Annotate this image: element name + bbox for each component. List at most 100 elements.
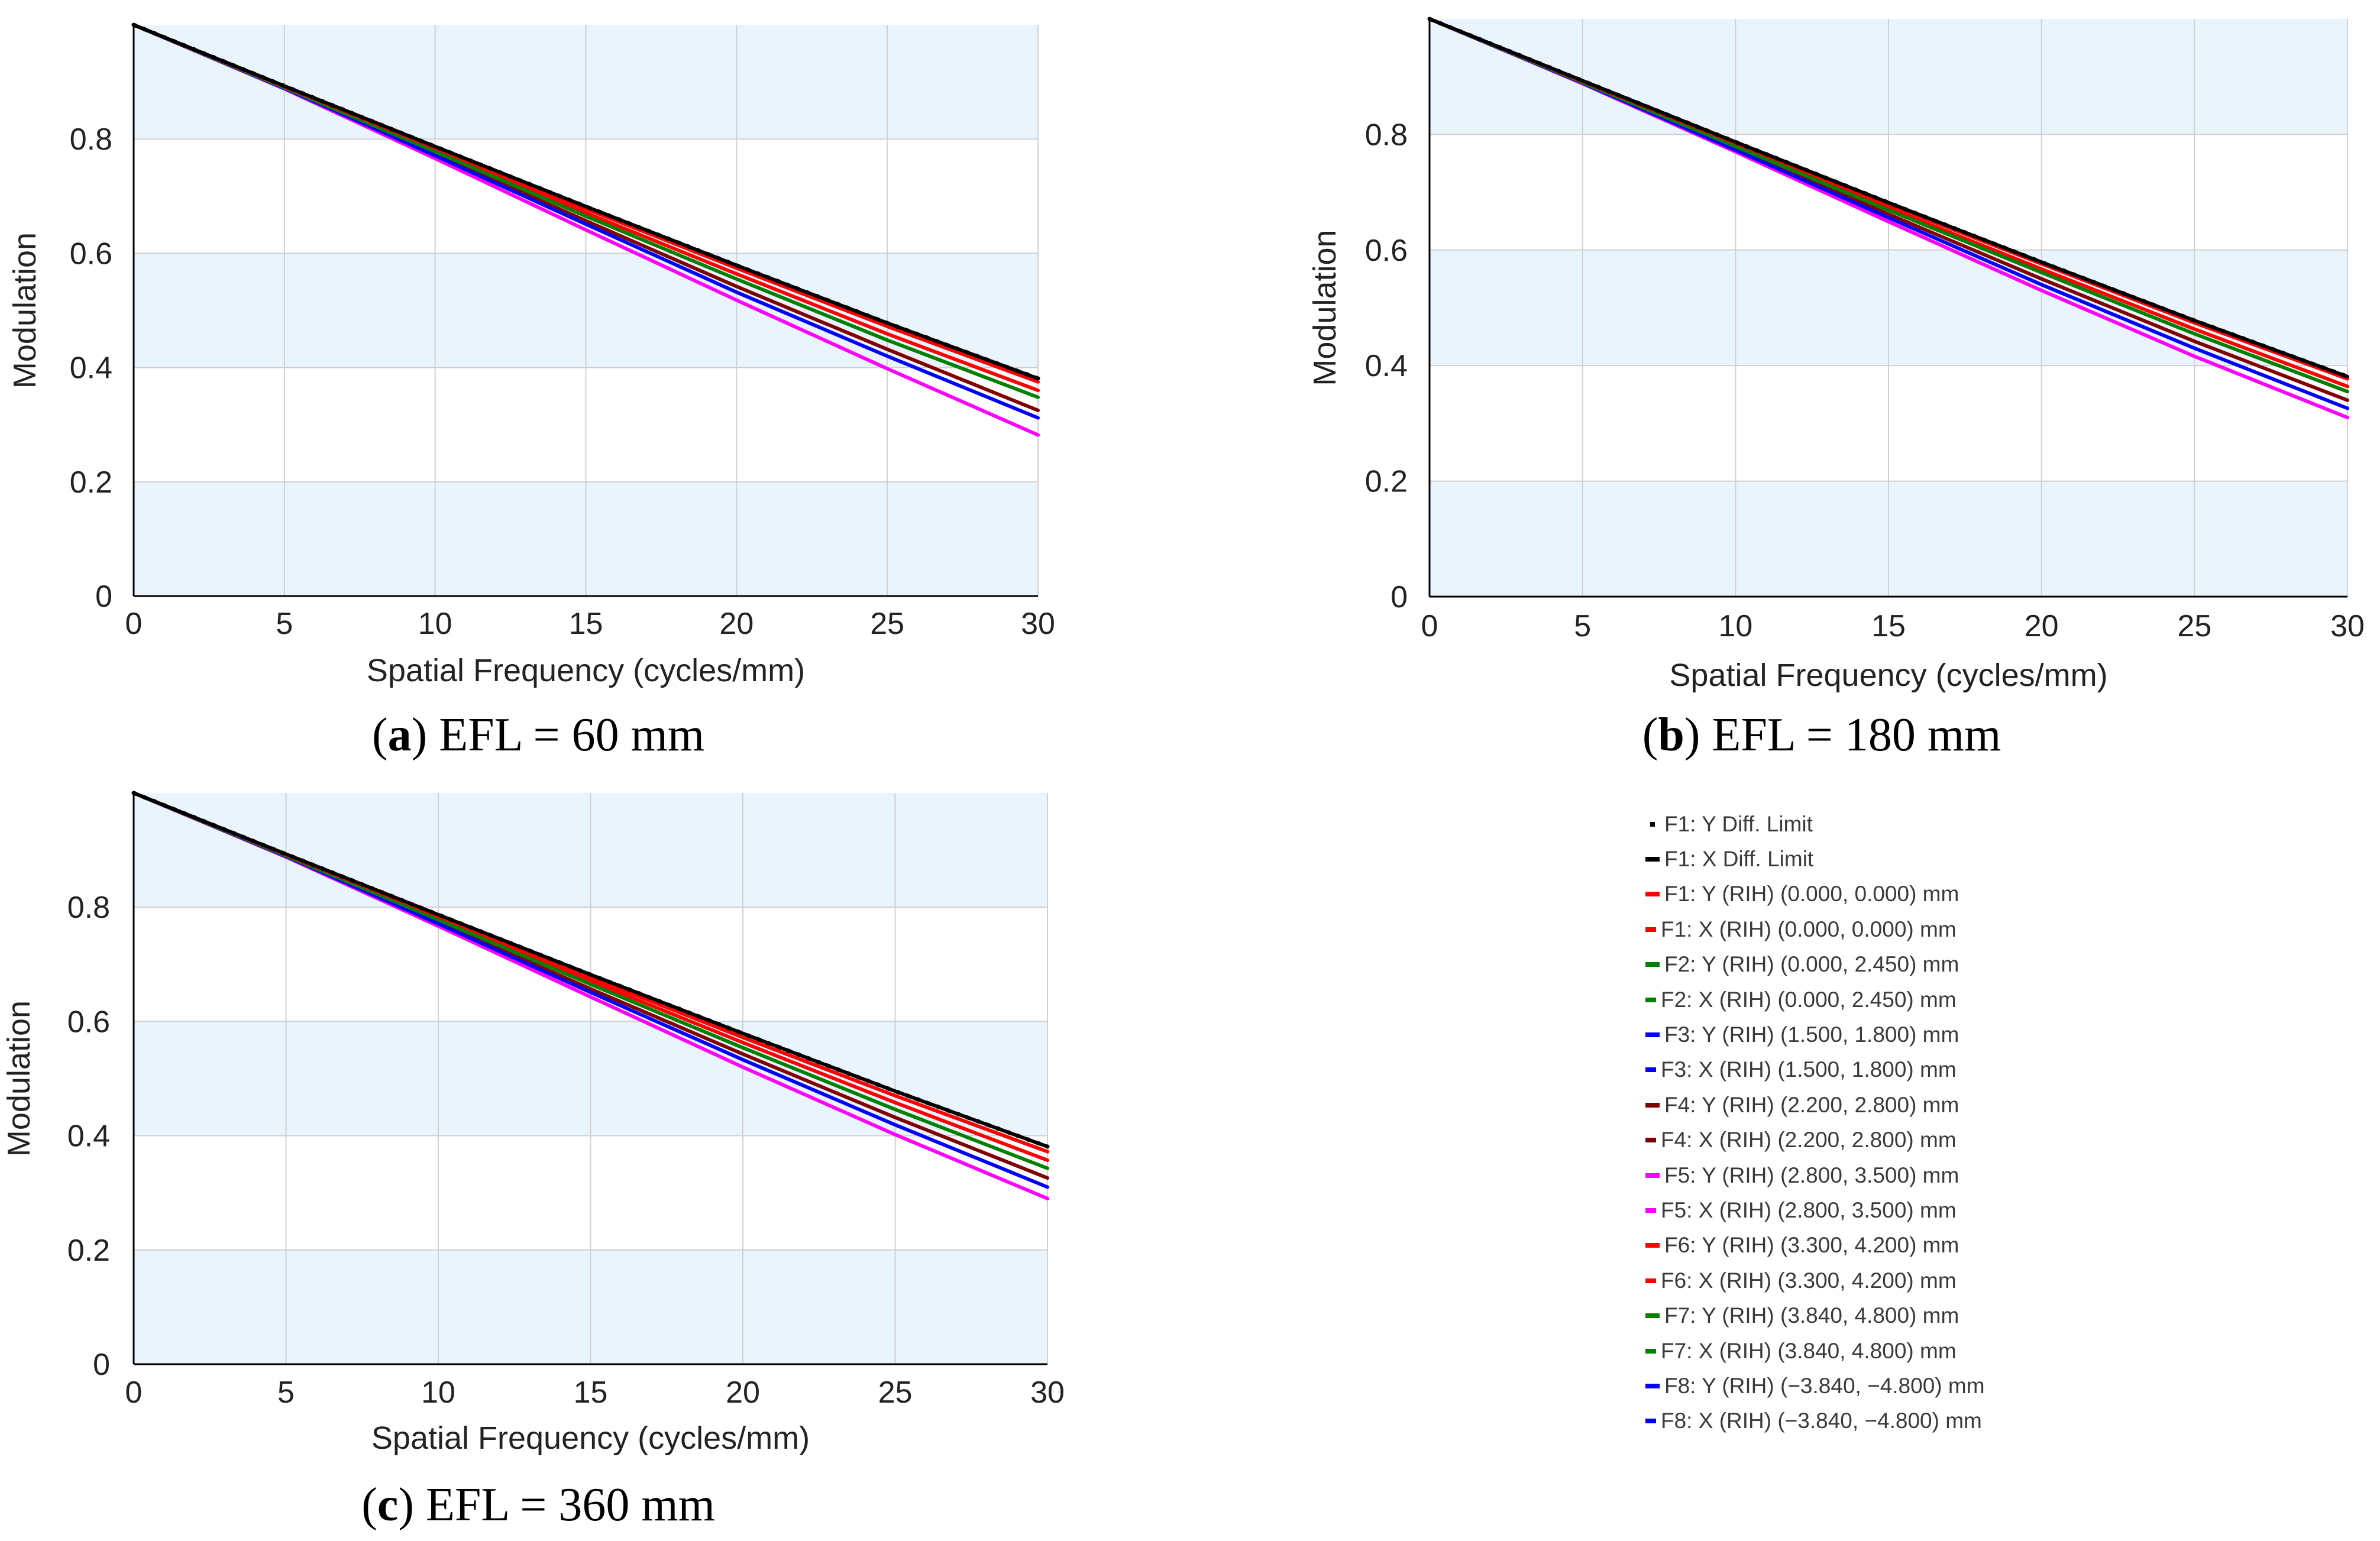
y-tick-label-b-0: 0	[1391, 580, 1408, 614]
legend-label: F8: X (RIH) (−3.840, −4.800) mm	[1661, 1409, 1982, 1433]
legend-label: F1: X (RIH) (0.000, 0.000) mm	[1661, 917, 1957, 941]
legend-label: F5: X (RIH) (2.800, 3.500) mm	[1661, 1197, 1957, 1222]
legend-swatch	[1645, 997, 1656, 1002]
legend-swatch	[1645, 1102, 1660, 1108]
x-tick-label-a-25: 25	[870, 607, 904, 641]
mtf-chart-c: 0 5 10 15 20 25 30 0 0.2 0.4 0.6 0.8 Spatial Frequen…	[1, 791, 1065, 1456]
y-tick-label-b-0.8: 0.8	[1365, 118, 1408, 152]
x-tick-label-b-0: 0	[1421, 609, 1438, 643]
x-tick-label-c-5: 5	[277, 1375, 295, 1410]
legend-item: F1: Y (RIH) (0.000, 0.000) mm	[1645, 877, 1985, 912]
y-tick-label-b-0.4: 0.4	[1365, 349, 1408, 383]
legend-swatch	[1645, 857, 1660, 862]
legend-swatch	[1645, 1313, 1660, 1319]
x-axis-title-c: Spatial Frequency (cycles/mm)	[371, 1420, 810, 1456]
caption-b-letter: b	[1658, 709, 1684, 761]
y-tick-label-b-0.6: 0.6	[1365, 234, 1408, 268]
y-tick-label-a-0.6: 0.6	[70, 237, 112, 271]
legend-label: F5: Y (RIH) (2.800, 3.500) mm	[1664, 1163, 1959, 1187]
legend-item: F1: X Diff. Limit	[1645, 841, 1985, 876]
legend-swatch	[1645, 1348, 1656, 1354]
caption-a-letter: a	[387, 709, 412, 761]
y-tick-label-c-0.4: 0.4	[67, 1119, 110, 1154]
series-line-c-0	[131, 791, 1050, 1149]
x-tick-label-b-15: 15	[1871, 609, 1906, 643]
legend-item: F8: Y (RIH) (−3.840, −4.800) mm	[1645, 1368, 1985, 1403]
caption-c-letter: c	[377, 1479, 399, 1531]
legend-swatch	[1645, 1067, 1656, 1073]
legend-item: F3: X (RIH) (1.500, 1.800) mm	[1645, 1053, 1985, 1087]
legend-swatch	[1650, 821, 1655, 827]
caption-b: (b) EFL = 180 mm	[1642, 709, 2001, 761]
legend-label: F6: Y (RIH) (3.300, 4.200) mm	[1664, 1233, 1959, 1258]
legend-item: F8: X (RIH) (−3.840, −4.800) mm	[1645, 1404, 1985, 1439]
legend-label: F8: Y (RIH) (−3.840, −4.800) mm	[1664, 1373, 1985, 1398]
x-tick-label-c-20: 20	[726, 1375, 760, 1410]
legend-swatch	[1645, 1278, 1656, 1283]
y-axis-title-a: Modulation	[7, 232, 43, 389]
legend-label: F2: Y (RIH) (0.000, 2.450) mm	[1664, 952, 1959, 977]
legend-item: F2: Y (RIH) (0.000, 2.450) mm	[1645, 947, 1985, 982]
legend-label: F2: X (RIH) (0.000, 2.450) mm	[1661, 987, 1957, 1012]
series-line-a-0	[131, 22, 1040, 381]
x-tick-label-c-10: 10	[421, 1375, 455, 1410]
legend-swatch	[1645, 927, 1656, 932]
x-tick-label-a-5: 5	[276, 607, 293, 641]
legend-item: F7: Y (RIH) (3.840, 4.800) mm	[1645, 1298, 1985, 1333]
y-tick-label-c-0: 0	[93, 1348, 110, 1382]
y-axis-title-c: Modulation	[1, 1001, 37, 1157]
caption-c-text: EFL = 360 mm	[425, 1479, 715, 1531]
x-tick-label-a-15: 15	[569, 607, 603, 641]
x-tick-label-a-0: 0	[125, 607, 143, 641]
x-tick-label-a-10: 10	[418, 607, 452, 641]
legend-item: F6: X (RIH) (3.300, 4.200) mm	[1645, 1263, 1985, 1298]
legend-label: F1: Y Diff. Limit	[1664, 811, 1813, 836]
y-axis-title-b: Modulation	[1307, 229, 1343, 386]
legend: F1: Y Diff. Limit F1: X Diff. Limit F1: Y …	[1645, 807, 1985, 1439]
legend-item: F4: X (RIH) (2.200, 2.800) mm	[1645, 1123, 1985, 1158]
y-tick-label-a-0.2: 0.2	[70, 465, 112, 500]
x-tick-label-b-5: 5	[1574, 609, 1591, 643]
x-tick-label-b-20: 20	[2025, 609, 2059, 643]
x-tick-label-b-10: 10	[1718, 609, 1752, 643]
caption-a: (a) EFL = 60 mm	[371, 709, 705, 761]
legend-item: F1: Y Diff. Limit	[1645, 807, 1985, 841]
caption-c: (c) EFL = 360 mm	[361, 1479, 715, 1531]
x-tick-label-b-25: 25	[2177, 609, 2211, 643]
x-tick-label-c-30: 30	[1030, 1375, 1065, 1410]
mtf-chart-a: 0 5 10 15 20 25 30 0 0.2 0.4 0.6 0.8 Spatial Frequen…	[7, 22, 1055, 688]
y-tick-label-c-0.8: 0.8	[67, 891, 110, 925]
legend-item: F5: Y (RIH) (2.800, 3.500) mm	[1645, 1158, 1985, 1193]
y-tick-label-a-0.8: 0.8	[70, 122, 112, 157]
caption-a-text: EFL = 60 mm	[439, 709, 705, 761]
y-tick-label-b-0.2: 0.2	[1365, 465, 1408, 499]
y-tick-label-a-0: 0	[95, 580, 112, 614]
legend-label: F7: X (RIH) (3.840, 4.800) mm	[1661, 1338, 1957, 1363]
legend-swatch	[1645, 892, 1660, 897]
x-tick-label-a-20: 20	[719, 607, 754, 641]
legend-label: F4: X (RIH) (2.200, 2.800) mm	[1661, 1128, 1957, 1152]
x-axis-title-b: Spatial Frequency (cycles/mm)	[1669, 658, 2107, 693]
legend-item: F3: Y (RIH) (1.500, 1.800) mm	[1645, 1017, 1985, 1052]
legend-label: F1: Y (RIH) (0.000, 0.000) mm	[1664, 882, 1959, 907]
y-tick-label-c-0.2: 0.2	[67, 1234, 110, 1268]
x-tick-label-c-25: 25	[878, 1375, 913, 1410]
legend-swatch	[1645, 1383, 1660, 1388]
legend-swatch	[1645, 1207, 1656, 1213]
legend-item: F2: X (RIH) (0.000, 2.450) mm	[1645, 982, 1985, 1017]
legend-label: F7: Y (RIH) (3.840, 4.800) mm	[1664, 1303, 1959, 1328]
legend-item: F4: Y (RIH) (2.200, 2.800) mm	[1645, 1087, 1985, 1122]
legend-swatch	[1645, 1138, 1656, 1143]
caption-b-text: EFL = 180 mm	[1712, 709, 2001, 761]
legend-swatch	[1645, 1173, 1660, 1178]
legend-item: F7: X (RIH) (3.840, 4.800) mm	[1645, 1333, 1985, 1368]
x-tick-label-b-30: 30	[2330, 609, 2365, 643]
x-tick-label-c-15: 15	[574, 1375, 608, 1410]
y-tick-label-c-0.6: 0.6	[67, 1005, 110, 1039]
x-axis-title-a: Spatial Frequency (cycles/mm)	[367, 653, 805, 688]
legend-item: F1: X (RIH) (0.000, 0.000) mm	[1645, 912, 1985, 947]
y-tick-label-a-0.4: 0.4	[70, 351, 112, 386]
x-tick-label-a-30: 30	[1021, 607, 1055, 641]
legend-label: F1: X Diff. Limit	[1664, 847, 1814, 872]
x-tick-label-c-0: 0	[125, 1375, 143, 1410]
